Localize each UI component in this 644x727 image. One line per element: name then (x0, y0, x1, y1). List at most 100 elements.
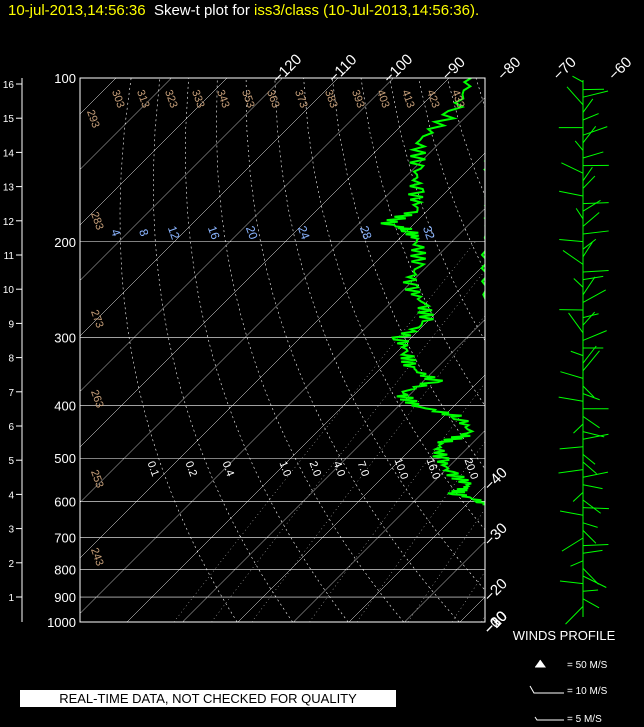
wind-barb-44 (582, 415, 600, 429)
mixing-ratio-7 (451, 571, 485, 622)
mixing-ratio-0.2 (211, 270, 485, 622)
mixing-ratio-label-upper-12: 12 (165, 224, 183, 242)
isotherm-label-top--110: −110 (325, 51, 360, 86)
isotherm-label-top--90: −90 (439, 54, 469, 84)
wind-barb-55 (582, 499, 601, 514)
dry-adiabat-313 (332, 78, 485, 470)
wind-barb-56 (582, 507, 609, 510)
wind-barb-65 (582, 575, 607, 588)
wind-barb-50 (582, 461, 597, 475)
mixing-ratio-label-lower-1: 0.2 (183, 460, 200, 478)
isotherm--50 (126, 263, 485, 622)
wind-barb-0 (572, 75, 584, 83)
dry-adiabat-413 (620, 78, 644, 622)
height-km-label-9: 9 (8, 319, 14, 330)
wind-barb-42 (558, 396, 584, 402)
wind-barb-57 (559, 510, 584, 516)
wind-barb-2 (582, 90, 609, 98)
wind-barb-58 (582, 522, 598, 528)
mixing-ratio-20 (542, 242, 644, 622)
dry-adiabat-label-403: 403 (374, 88, 392, 109)
wind-barb-3 (566, 86, 584, 106)
pressure-label-500: 500 (54, 451, 76, 466)
wind-barb-23 (582, 241, 593, 258)
plot-area (80, 78, 644, 622)
dry-adiabat-label-243: 243 (88, 546, 106, 567)
wind-barb-24 (562, 250, 584, 265)
wind-barb-52 (582, 471, 609, 478)
wind-barb-4 (582, 98, 594, 113)
wind-legend-5: = 5 M/S (567, 714, 602, 725)
mixing-ratio-label-lower-6: 7.0 (355, 460, 372, 478)
height-km-label-5: 5 (8, 456, 14, 467)
wind-barb-62 (582, 549, 603, 554)
title-prefix: Skew-t plot for (153, 2, 250, 19)
isotherm--110 (80, 78, 339, 337)
dry-adiabat-label-433: 433 (449, 88, 467, 109)
wind-legend-10: = 10 M/S (567, 686, 608, 697)
isotherm-label-top--70: −70 (550, 54, 580, 84)
dry-adiabat-383 (534, 78, 644, 622)
dry-adiabat-293 (274, 78, 485, 591)
dry-adiabat-353 (447, 78, 485, 197)
mixing-ratio-label-upper-24: 24 (295, 224, 313, 242)
pressure-label-800: 800 (54, 562, 76, 577)
isotherm-label-top--60: −60 (605, 54, 635, 84)
isotherm-40 (627, 78, 644, 622)
wind-barb-63 (570, 560, 584, 567)
wind-legend-full-barb (529, 685, 564, 694)
isotherm--100 (80, 78, 394, 392)
wind-barb-5 (582, 113, 599, 121)
height-km-label-3: 3 (8, 525, 14, 536)
wind-barb-66 (559, 580, 584, 585)
mixing-ratio-label-lower-2: 0.4 (220, 460, 237, 478)
mixing-ratio-label-upper-20: 20 (243, 224, 261, 242)
wind-legend-half-barb (534, 716, 564, 721)
dry-adiabat-label-343: 343 (214, 88, 232, 109)
dry-adiabat-label-303: 303 (109, 88, 127, 109)
mixing-ratio-0.1 (173, 241, 476, 622)
wind-barb-18 (575, 208, 584, 220)
isotherm-30 (571, 78, 644, 622)
dry-adiabat-label-253: 253 (88, 468, 106, 489)
height-km-label-8: 8 (8, 354, 14, 365)
height-km-label-12: 12 (3, 217, 15, 228)
wind-barb-37 (582, 345, 597, 364)
height-km-label-7: 7 (8, 388, 14, 399)
wind-barb-45 (573, 423, 584, 434)
chart-title: 10-jul-2013,14:56:36 Skew-t plot for iss… (8, 2, 479, 19)
wind-barb-67 (582, 589, 599, 592)
wind-barb-48 (559, 446, 584, 450)
wind-barb-39 (560, 371, 584, 379)
dry-adiabat-label-393: 393 (349, 88, 367, 109)
isotherm--140 (80, 78, 172, 170)
dry-adiabat-label-283: 283 (88, 210, 106, 231)
height-km-label-14: 14 (3, 148, 15, 159)
wind-barb-8 (582, 125, 597, 144)
pressure-label-300: 300 (54, 331, 76, 346)
wind-barb-68 (582, 598, 600, 609)
wind-barb-13 (582, 166, 593, 182)
dry-adiabat-label-363: 363 (264, 88, 282, 109)
height-km-label-10: 10 (3, 285, 15, 296)
isotherm-label-top--120: −120 (269, 51, 305, 87)
wind-barb-32 (582, 311, 596, 326)
wind-barb-34 (582, 330, 607, 341)
wind-barb-14 (582, 175, 596, 189)
wind-legend-50: = 50 M/S (567, 660, 608, 671)
isotherm--10 (348, 485, 485, 622)
wind-barb-12 (561, 162, 584, 174)
wind-barb-9 (574, 140, 584, 151)
wind-barb-10 (582, 151, 604, 159)
wind-barb-31 (582, 313, 599, 319)
wind-barb-17 (582, 199, 601, 212)
wind-barb-36 (570, 350, 584, 357)
dry-adiabat-283 (245, 78, 460, 622)
mixing-ratio-label-lower-5: 4.0 (331, 460, 348, 478)
wind-barb-21 (559, 239, 584, 243)
isotherm-label-top--100: −100 (380, 51, 416, 87)
wind-barb-40 (582, 385, 595, 398)
pressure-label-100: 100 (54, 71, 76, 86)
wind-barb-38 (582, 350, 600, 372)
